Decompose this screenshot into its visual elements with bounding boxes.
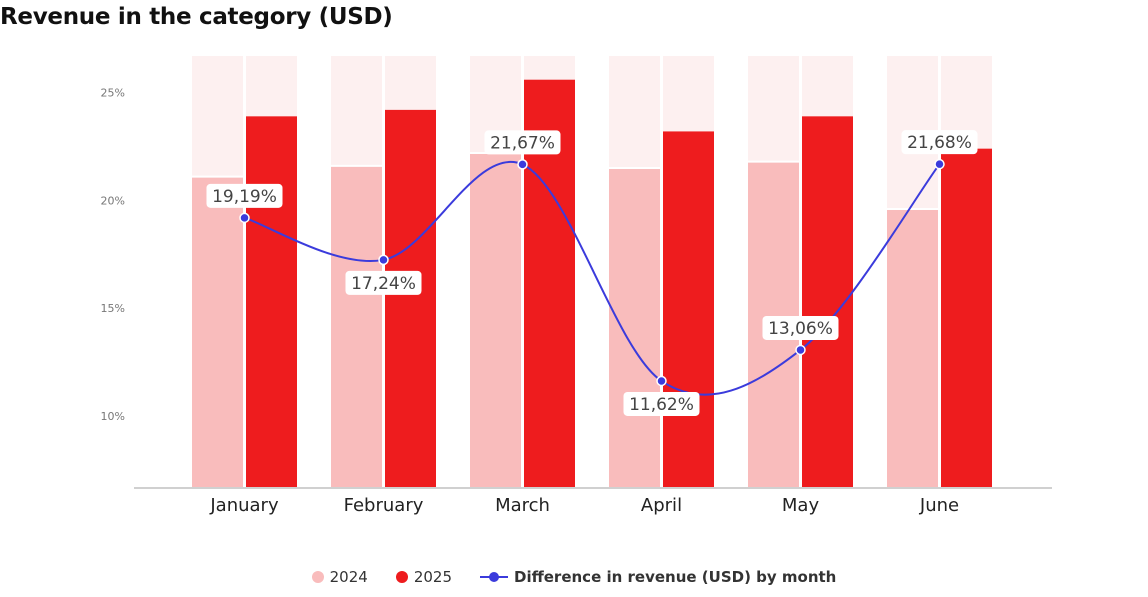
x-tick-label: June bbox=[919, 495, 959, 516]
x-axis-ticks: January February March April May June bbox=[209, 495, 959, 516]
legend-swatch-2025 bbox=[395, 571, 408, 583]
x-tick-label: February bbox=[344, 495, 424, 516]
chart-title: Revenue in the category (USD) bbox=[0, 4, 393, 30]
bar-2025-january[interactable] bbox=[246, 116, 297, 487]
data-label: 13,06% bbox=[768, 319, 833, 339]
legend-item-2025[interactable]: 2025 bbox=[395, 568, 453, 586]
legend-item-difference[interactable]: Difference in revenue (USD) by month bbox=[480, 568, 836, 586]
bars bbox=[192, 79, 992, 488]
y-tick-label: 20% bbox=[101, 194, 125, 207]
difference-point-june[interactable] bbox=[934, 158, 945, 170]
legend-item-2024[interactable]: 2024 bbox=[311, 568, 368, 586]
legend-swatch-difference bbox=[480, 571, 509, 583]
data-label: 21,68% bbox=[907, 133, 972, 153]
legend: 2024 2025 Difference in revenue (USD) by… bbox=[0, 568, 1148, 586]
data-label: 17,24% bbox=[351, 274, 416, 294]
legend-label-2025: 2025 bbox=[413, 568, 453, 586]
line-points bbox=[239, 158, 945, 387]
x-tick-label: March bbox=[495, 495, 550, 516]
bar-2024-january[interactable] bbox=[192, 176, 243, 487]
y-tick-label: 10% bbox=[101, 410, 125, 423]
bar-2024-february[interactable] bbox=[331, 165, 382, 487]
data-label: 11,62% bbox=[629, 395, 694, 415]
bar-2024-april[interactable] bbox=[609, 168, 660, 487]
bar-2025-june[interactable] bbox=[941, 148, 992, 488]
x-tick-label: April bbox=[641, 495, 682, 516]
difference-point-march[interactable] bbox=[517, 159, 528, 170]
data-label-box bbox=[623, 391, 700, 416]
y-axis-ticks: 10% 15% 20% 25% bbox=[101, 87, 125, 423]
x-tick-label: January bbox=[209, 495, 279, 516]
difference-point-may[interactable] bbox=[795, 344, 806, 356]
bar-2024-june[interactable] bbox=[887, 209, 938, 487]
data-label-box bbox=[484, 130, 561, 155]
data-label-box bbox=[901, 130, 978, 155]
x-tick-label: May bbox=[782, 495, 820, 516]
background-bars bbox=[192, 56, 992, 487]
data-label-box bbox=[345, 270, 422, 295]
bar-2024-march[interactable] bbox=[470, 152, 521, 487]
y-tick-label: 25% bbox=[101, 87, 125, 100]
y-tick-label: 15% bbox=[101, 302, 125, 315]
legend-swatch-2024 bbox=[311, 571, 324, 583]
line-data-labels: 19,19% 17,24% 21,67% 11,62% 13,06% 21,68% bbox=[206, 130, 978, 416]
data-label-box bbox=[762, 315, 839, 340]
bar-2025-february[interactable] bbox=[385, 109, 436, 487]
revenue-chart: 10% 15% 20% 25% January February March April Ma… bbox=[101, 56, 1052, 516]
data-label-box bbox=[206, 183, 283, 208]
legend-label-difference: Difference in revenue (USD) by month bbox=[514, 568, 837, 586]
difference-point-january[interactable] bbox=[239, 212, 250, 224]
legend-label-2024: 2024 bbox=[329, 568, 368, 586]
difference-point-february[interactable] bbox=[378, 254, 389, 266]
bar-2025-april[interactable] bbox=[663, 131, 714, 488]
data-label: 21,67% bbox=[490, 133, 555, 153]
data-label: 19,19% bbox=[212, 187, 277, 207]
difference-point-april[interactable] bbox=[656, 375, 667, 387]
